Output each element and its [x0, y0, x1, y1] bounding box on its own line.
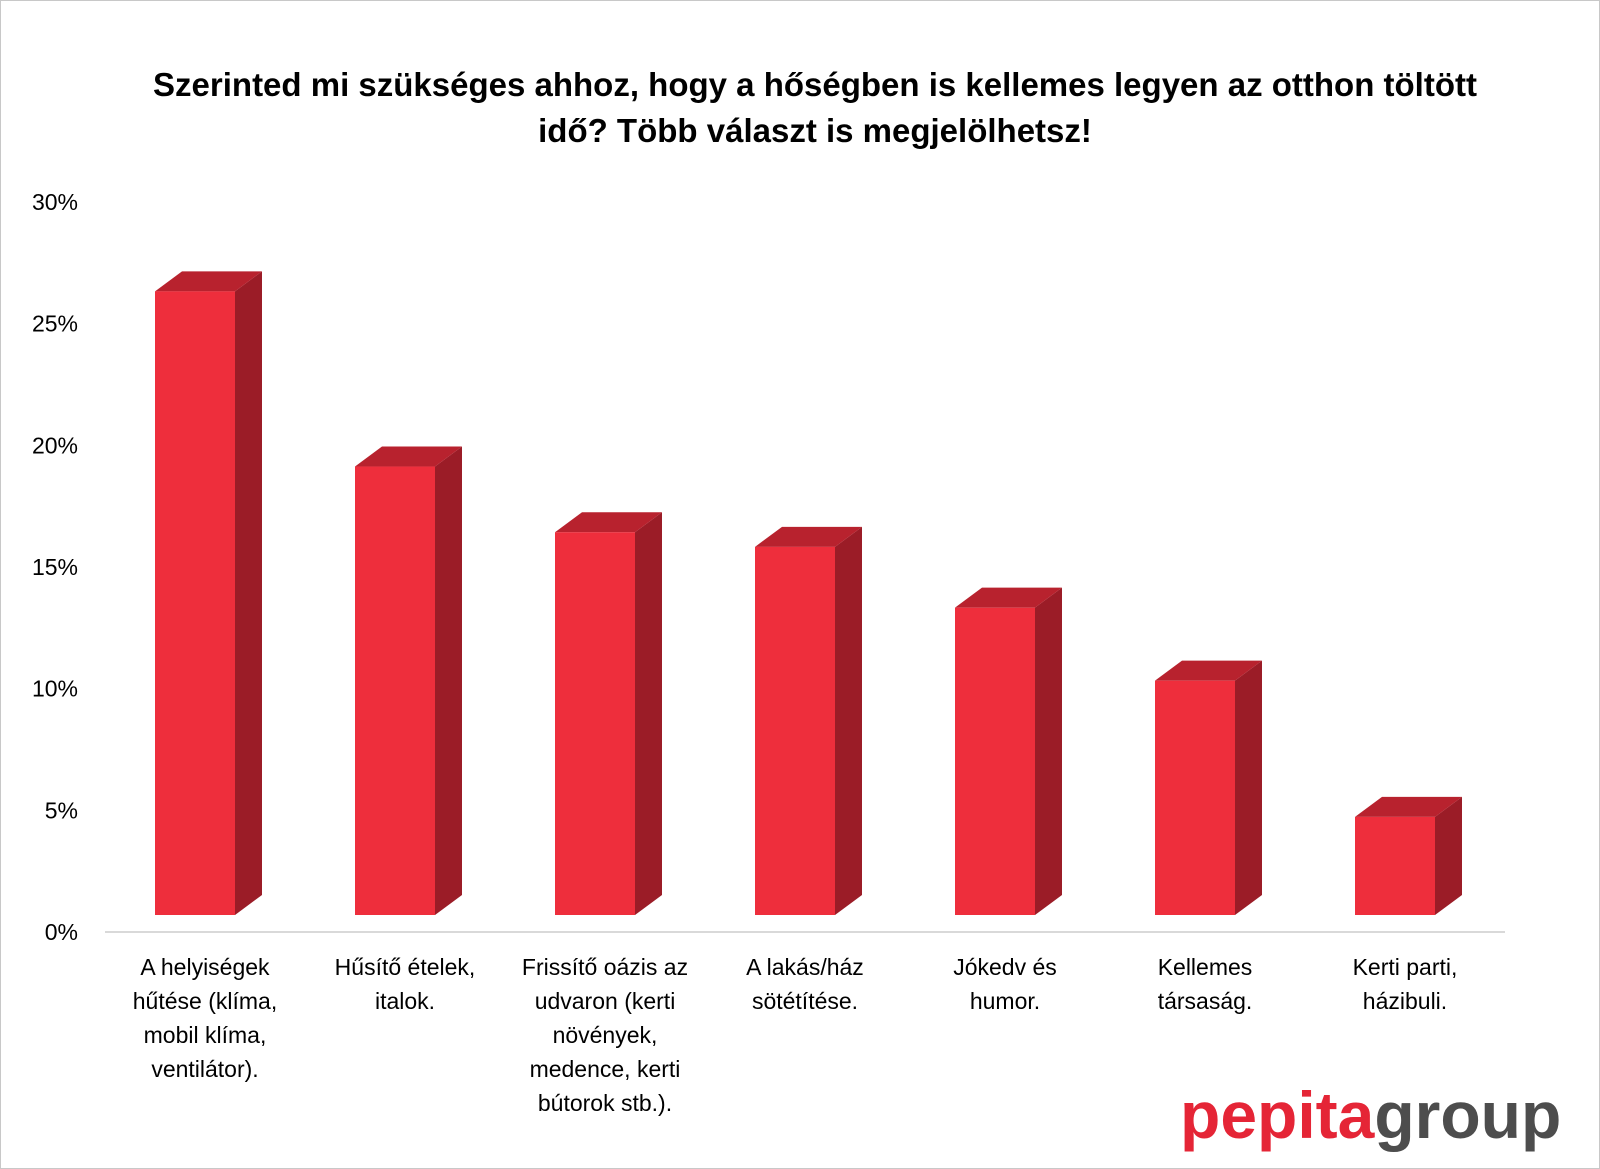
bar-top [955, 587, 1062, 608]
bars [155, 271, 1462, 915]
bar-front [555, 532, 635, 915]
bar-side [435, 446, 462, 915]
bar [755, 526, 862, 915]
bar [955, 587, 1062, 915]
x-tick-label: Hűsítő ételek, italok. [335, 954, 476, 1014]
bar [1155, 660, 1262, 915]
bar-front [355, 466, 435, 915]
x-tick-label: Kerti parti, házibuli. [1353, 954, 1458, 1014]
x-tick-label: Jókedv és humor. [953, 954, 1057, 1014]
bar-side [1235, 660, 1262, 915]
y-tick-label: 0% [45, 919, 78, 945]
bar [1355, 796, 1462, 915]
bar-front [1155, 680, 1235, 915]
y-axis: 0% 5% 10% 15% 20% 25% 30% [32, 189, 78, 945]
y-tick-label: 20% [32, 432, 78, 458]
bar-top [155, 271, 262, 292]
y-tick-label: 15% [32, 554, 78, 580]
bar [155, 271, 262, 915]
y-tick-label: 30% [32, 189, 78, 215]
bar-top [555, 512, 662, 533]
bar [555, 512, 662, 915]
x-tick-label: Frissítő oázis az udvaron (kerti növények,… [522, 954, 688, 1116]
y-tick-label: 10% [32, 676, 78, 702]
bar-top [355, 446, 462, 467]
bar-front [755, 546, 835, 915]
bar-front [955, 607, 1035, 915]
x-tick-label: A lakás/ház sötétítése. [746, 954, 864, 1014]
x-tick-label: A helyiségek hűtése (klíma, mobil klíma, ve… [133, 954, 277, 1082]
logo-part-pepita: pepita [1180, 1078, 1375, 1152]
pepitagroup-logo: pepitagroup [1180, 1082, 1561, 1148]
bar-top [1355, 796, 1462, 817]
bar-top [1155, 660, 1262, 681]
bar-side [635, 512, 662, 915]
bar-front [1355, 816, 1435, 915]
y-tick-label: 25% [32, 311, 78, 337]
x-axis: A helyiségek hűtése (klíma, mobil klíma, ve… [133, 954, 1458, 1116]
x-tick-label: Kellemes társaság. [1158, 954, 1253, 1014]
bar-top [755, 526, 862, 547]
chart-title: Szerinted mi szükséges ahhoz, hogy a hős… [153, 66, 1477, 149]
logo-part-group: group [1374, 1078, 1562, 1152]
bar-front [155, 291, 235, 915]
y-tick-label: 5% [45, 797, 78, 823]
bar-side [835, 526, 862, 915]
bar [355, 446, 462, 915]
bar-side [1035, 587, 1062, 915]
bar-side [1435, 796, 1462, 915]
bar-side [235, 271, 262, 915]
